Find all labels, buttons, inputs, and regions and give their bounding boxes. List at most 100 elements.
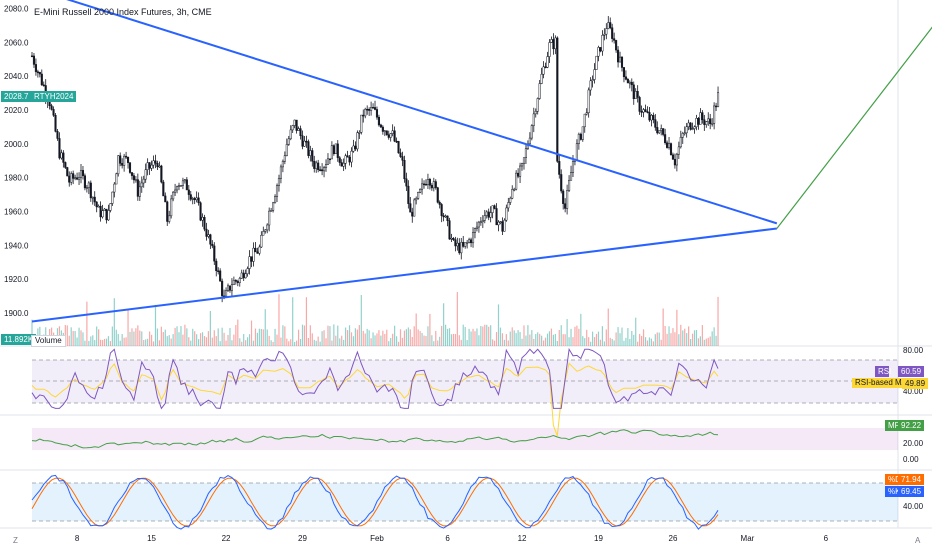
volume-bar [256, 332, 259, 346]
volume-bar [486, 324, 488, 346]
candle-body [162, 181, 165, 197]
candle-body [542, 66, 545, 75]
volume-bar [211, 337, 213, 346]
candle-body [601, 35, 604, 52]
candle-body [305, 140, 308, 143]
volume-bar [521, 338, 523, 346]
candle-body [34, 64, 37, 72]
volume-bar [219, 341, 221, 346]
candle-body [534, 110, 537, 115]
candle-body [620, 56, 624, 68]
candle-body [440, 204, 443, 216]
candle-body [636, 91, 639, 98]
volume-bar [160, 326, 162, 346]
volume-bar [603, 341, 605, 346]
rsi-ma-label: RSI-based MA [852, 378, 911, 388]
volume-bar [548, 331, 551, 346]
volume-bar [637, 341, 639, 346]
candle-body [158, 165, 161, 168]
candle-body [132, 175, 135, 181]
candle-body [407, 185, 410, 204]
volume-bar [462, 324, 464, 346]
volume-bar [456, 292, 458, 346]
volume-bar [715, 335, 717, 346]
candle-body [181, 180, 184, 186]
candle-body [683, 132, 686, 135]
volume-bar [444, 324, 447, 346]
timezone-button[interactable]: Z [13, 536, 18, 545]
volume-bar [525, 335, 527, 346]
volume-bar [401, 337, 404, 346]
candle-body [142, 178, 145, 184]
candle-body [262, 231, 265, 236]
candle-body [283, 155, 286, 162]
candle-body [519, 165, 522, 177]
candle-body [187, 189, 190, 195]
candle-body [138, 186, 141, 197]
x-tick-label: Mar [741, 534, 755, 543]
candle-body [630, 81, 633, 86]
candle-body [277, 177, 281, 186]
volume-bar [333, 324, 335, 346]
candle-body [450, 237, 453, 240]
volume-bar [366, 328, 368, 346]
volume-bar [286, 338, 288, 346]
grid [0, 0, 932, 529]
candle-body [532, 113, 535, 126]
volume-bar [268, 335, 270, 346]
candle-body [221, 280, 224, 297]
candle-body [254, 247, 257, 253]
candle-body [487, 211, 490, 218]
volume-bar [476, 328, 478, 346]
volume-bar [580, 313, 582, 346]
candle-body [360, 114, 363, 133]
candle-body [285, 144, 288, 156]
volume-bar [174, 327, 176, 346]
candle-body [707, 118, 710, 122]
candle-body [177, 185, 181, 187]
candle-body [691, 128, 694, 130]
candle-body [473, 228, 477, 233]
volume-bar [31, 319, 33, 346]
symbol-badge: RTYH2024 [31, 91, 77, 102]
volume-bar [597, 331, 600, 346]
volume-bar [499, 327, 502, 346]
candle-body [687, 122, 690, 127]
candle-body [448, 220, 451, 240]
candle-body [89, 182, 92, 199]
candle-body [679, 137, 682, 148]
candle-body [681, 133, 684, 138]
candle-body [352, 145, 355, 152]
volume-bar [591, 331, 594, 346]
candle-body [328, 158, 331, 161]
candle-body [554, 37, 557, 50]
volume-bar [668, 326, 670, 346]
volume-bar [617, 327, 619, 346]
candle-body [81, 170, 85, 176]
volume-bar [221, 327, 223, 346]
candles [30, 16, 720, 303]
candle-body [677, 146, 680, 155]
candle-body [36, 71, 39, 73]
volume-bar [437, 340, 439, 346]
auto-scale-button[interactable]: A [915, 536, 921, 545]
candle-body [485, 211, 488, 216]
volume-bar [303, 325, 306, 346]
x-tick-label: 15 [147, 534, 156, 543]
candle-body [711, 123, 714, 125]
volume-bar [519, 332, 521, 346]
volume-bar [574, 326, 576, 346]
volume-bar [470, 331, 472, 346]
volume-bar [488, 326, 490, 346]
volume-bar [654, 334, 656, 346]
candle-body [413, 199, 416, 217]
volume-bar [646, 340, 649, 346]
candle-body [354, 145, 357, 150]
volume-bar [111, 326, 113, 346]
candle-body [54, 115, 57, 132]
volume-bar [595, 333, 598, 346]
candle-body [66, 167, 69, 177]
volume-bar [343, 339, 345, 346]
candle-body [575, 143, 578, 161]
